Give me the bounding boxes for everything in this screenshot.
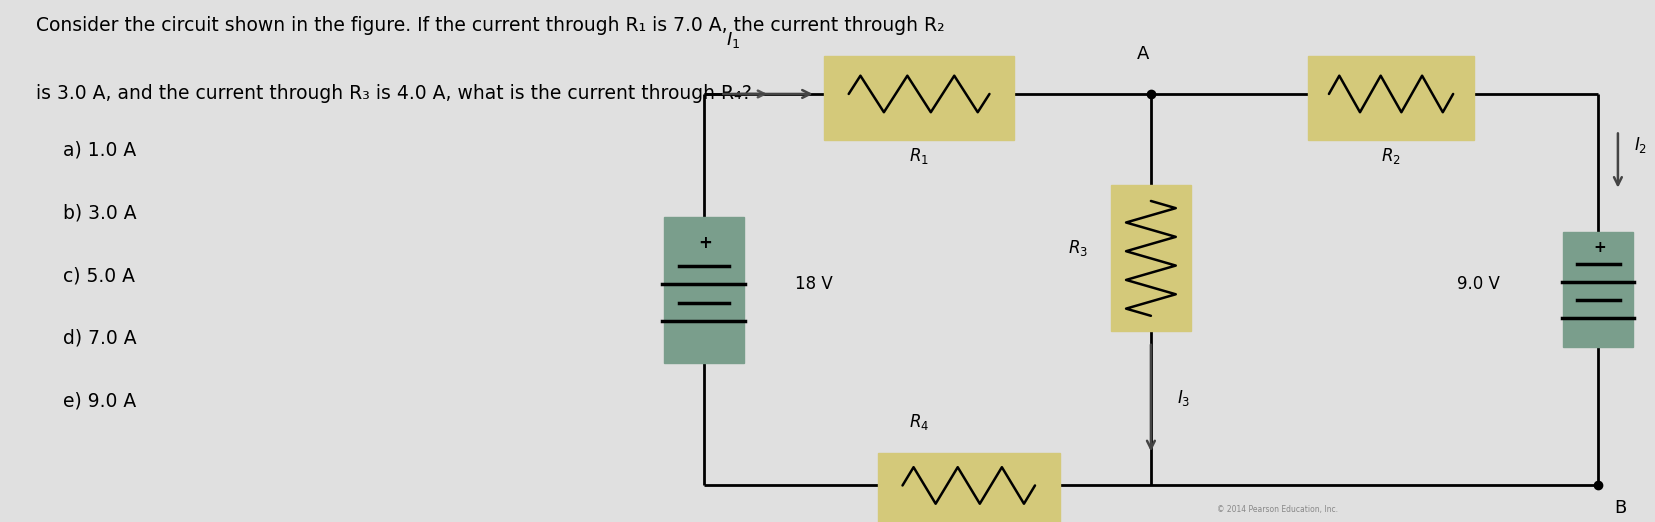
Text: $I_1$: $I_1$ [725, 30, 740, 50]
Bar [823, 56, 1013, 140]
Text: $I_3$: $I_3$ [1177, 388, 1190, 408]
Text: is 3.0 A, and the current through R₃ is 4.0 A, what is the current through R₄?: is 3.0 A, and the current through R₃ is … [36, 84, 751, 102]
Text: A: A [1135, 45, 1149, 63]
Text: e) 9.0 A: e) 9.0 A [63, 392, 136, 410]
Text: b) 3.0 A: b) 3.0 A [63, 204, 136, 222]
Text: Consider the circuit shown in the figure. If the current through R₁ is 7.0 A, th: Consider the circuit shown in the figure… [36, 16, 945, 34]
Text: $R_4$: $R_4$ [909, 412, 928, 432]
Bar [877, 453, 1059, 522]
Text: a) 1.0 A: a) 1.0 A [63, 141, 136, 160]
Text: c) 5.0 A: c) 5.0 A [63, 266, 134, 285]
Bar [1562, 232, 1632, 347]
Text: $R_1$: $R_1$ [909, 146, 928, 166]
Text: +: + [698, 234, 712, 252]
Text: © 2014 Pearson Education, Inc.: © 2014 Pearson Education, Inc. [1216, 505, 1337, 514]
Bar [1307, 56, 1473, 140]
Text: $R_2$: $R_2$ [1380, 146, 1400, 166]
Text: $I_2$: $I_2$ [1633, 135, 1647, 155]
Text: d) 7.0 A: d) 7.0 A [63, 329, 136, 348]
Text: $R_3$: $R_3$ [1067, 238, 1087, 258]
Text: 9.0 V: 9.0 V [1456, 276, 1499, 293]
Bar [664, 217, 743, 363]
Text: +: + [1592, 241, 1605, 255]
Text: B: B [1614, 499, 1625, 516]
Text: 18 V: 18 V [794, 276, 832, 293]
Bar [1111, 185, 1190, 331]
